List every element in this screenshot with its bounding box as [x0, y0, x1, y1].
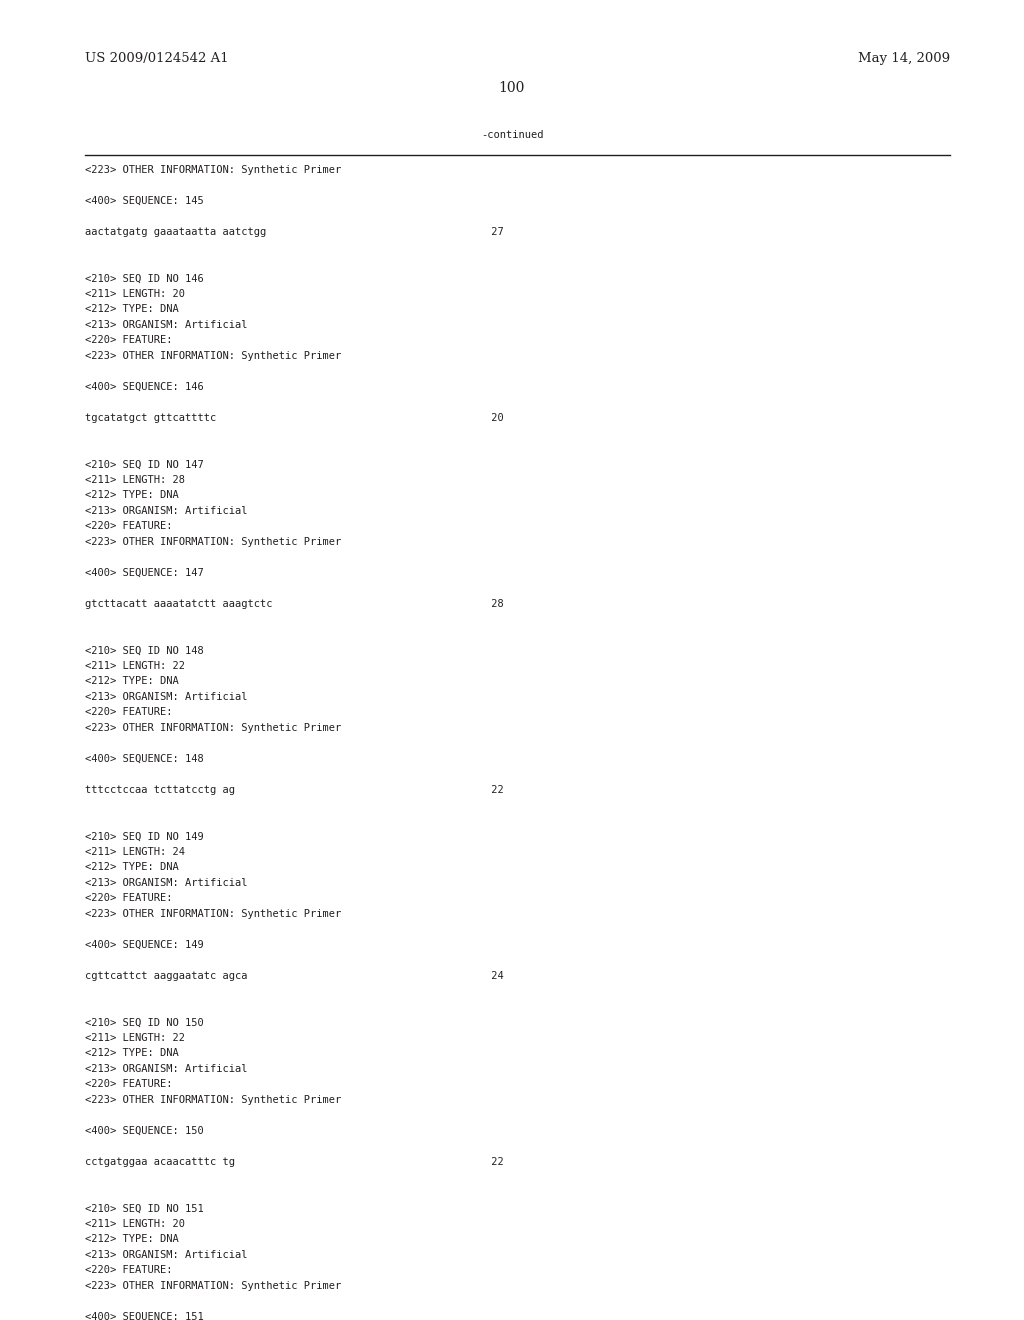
Text: <400> SEQUENCE: 145: <400> SEQUENCE: 145: [85, 195, 204, 206]
Text: <213> ORGANISM: Artificial: <213> ORGANISM: Artificial: [85, 1250, 248, 1261]
Text: <400> SEQUENCE: 148: <400> SEQUENCE: 148: [85, 754, 204, 764]
Text: <212> TYPE: DNA: <212> TYPE: DNA: [85, 1234, 179, 1245]
Text: <211> LENGTH: 22: <211> LENGTH: 22: [85, 661, 185, 671]
Text: <213> ORGANISM: Artificial: <213> ORGANISM: Artificial: [85, 1064, 248, 1074]
Text: <223> OTHER INFORMATION: Synthetic Primer: <223> OTHER INFORMATION: Synthetic Prime…: [85, 1096, 341, 1105]
Text: <220> FEATURE:: <220> FEATURE:: [85, 1080, 172, 1089]
Text: <400> SEQUENCE: 151: <400> SEQUENCE: 151: [85, 1312, 204, 1320]
Text: May 14, 2009: May 14, 2009: [858, 51, 950, 65]
Text: <213> ORGANISM: Artificial: <213> ORGANISM: Artificial: [85, 319, 248, 330]
Text: <400> SEQUENCE: 150: <400> SEQUENCE: 150: [85, 1126, 204, 1137]
Text: <212> TYPE: DNA: <212> TYPE: DNA: [85, 862, 179, 873]
Text: <212> TYPE: DNA: <212> TYPE: DNA: [85, 305, 179, 314]
Text: <210> SEQ ID NO 146: <210> SEQ ID NO 146: [85, 273, 204, 284]
Text: <223> OTHER INFORMATION: Synthetic Primer: <223> OTHER INFORMATION: Synthetic Prime…: [85, 165, 341, 176]
Text: <210> SEQ ID NO 149: <210> SEQ ID NO 149: [85, 832, 204, 841]
Text: <220> FEATURE:: <220> FEATURE:: [85, 894, 172, 903]
Text: <212> TYPE: DNA: <212> TYPE: DNA: [85, 676, 179, 686]
Text: cgttcattct aaggaatatc agca                                       24: cgttcattct aaggaatatc agca 24: [85, 972, 504, 981]
Text: <213> ORGANISM: Artificial: <213> ORGANISM: Artificial: [85, 692, 248, 702]
Text: <220> FEATURE:: <220> FEATURE:: [85, 1266, 172, 1275]
Text: <223> OTHER INFORMATION: Synthetic Primer: <223> OTHER INFORMATION: Synthetic Prime…: [85, 351, 341, 360]
Text: <223> OTHER INFORMATION: Synthetic Primer: <223> OTHER INFORMATION: Synthetic Prime…: [85, 1280, 341, 1291]
Text: <211> LENGTH: 24: <211> LENGTH: 24: [85, 847, 185, 857]
Text: <210> SEQ ID NO 151: <210> SEQ ID NO 151: [85, 1204, 204, 1213]
Text: tttcctccaa tcttatcctg ag                                         22: tttcctccaa tcttatcctg ag 22: [85, 785, 504, 795]
Text: cctgatggaa acaacatttc tg                                         22: cctgatggaa acaacatttc tg 22: [85, 1158, 504, 1167]
Text: <210> SEQ ID NO 147: <210> SEQ ID NO 147: [85, 459, 204, 470]
Text: aactatgatg gaaataatta aatctgg                                    27: aactatgatg gaaataatta aatctgg 27: [85, 227, 504, 238]
Text: <223> OTHER INFORMATION: Synthetic Primer: <223> OTHER INFORMATION: Synthetic Prime…: [85, 909, 341, 919]
Text: <400> SEQUENCE: 146: <400> SEQUENCE: 146: [85, 381, 204, 392]
Text: <400> SEQUENCE: 149: <400> SEQUENCE: 149: [85, 940, 204, 950]
Text: <400> SEQUENCE: 147: <400> SEQUENCE: 147: [85, 568, 204, 578]
Text: <211> LENGTH: 20: <211> LENGTH: 20: [85, 1218, 185, 1229]
Text: tgcatatgct gttcattttc                                            20: tgcatatgct gttcattttc 20: [85, 413, 504, 422]
Text: <211> LENGTH: 20: <211> LENGTH: 20: [85, 289, 185, 300]
Text: <213> ORGANISM: Artificial: <213> ORGANISM: Artificial: [85, 506, 248, 516]
Text: <220> FEATURE:: <220> FEATURE:: [85, 708, 172, 718]
Text: gtcttacatt aaaatatctt aaagtctc                                   28: gtcttacatt aaaatatctt aaagtctc 28: [85, 599, 504, 609]
Text: <220> FEATURE:: <220> FEATURE:: [85, 521, 172, 532]
Text: <223> OTHER INFORMATION: Synthetic Primer: <223> OTHER INFORMATION: Synthetic Prime…: [85, 537, 341, 546]
Text: -continued: -continued: [480, 129, 544, 140]
Text: <213> ORGANISM: Artificial: <213> ORGANISM: Artificial: [85, 878, 248, 888]
Text: <223> OTHER INFORMATION: Synthetic Primer: <223> OTHER INFORMATION: Synthetic Prime…: [85, 723, 341, 733]
Text: <212> TYPE: DNA: <212> TYPE: DNA: [85, 491, 179, 500]
Text: <220> FEATURE:: <220> FEATURE:: [85, 335, 172, 346]
Text: US 2009/0124542 A1: US 2009/0124542 A1: [85, 51, 228, 65]
Text: <210> SEQ ID NO 148: <210> SEQ ID NO 148: [85, 645, 204, 656]
Text: <210> SEQ ID NO 150: <210> SEQ ID NO 150: [85, 1018, 204, 1027]
Text: <211> LENGTH: 22: <211> LENGTH: 22: [85, 1034, 185, 1043]
Text: <211> LENGTH: 28: <211> LENGTH: 28: [85, 475, 185, 484]
Text: 100: 100: [499, 81, 525, 95]
Text: <212> TYPE: DNA: <212> TYPE: DNA: [85, 1048, 179, 1059]
